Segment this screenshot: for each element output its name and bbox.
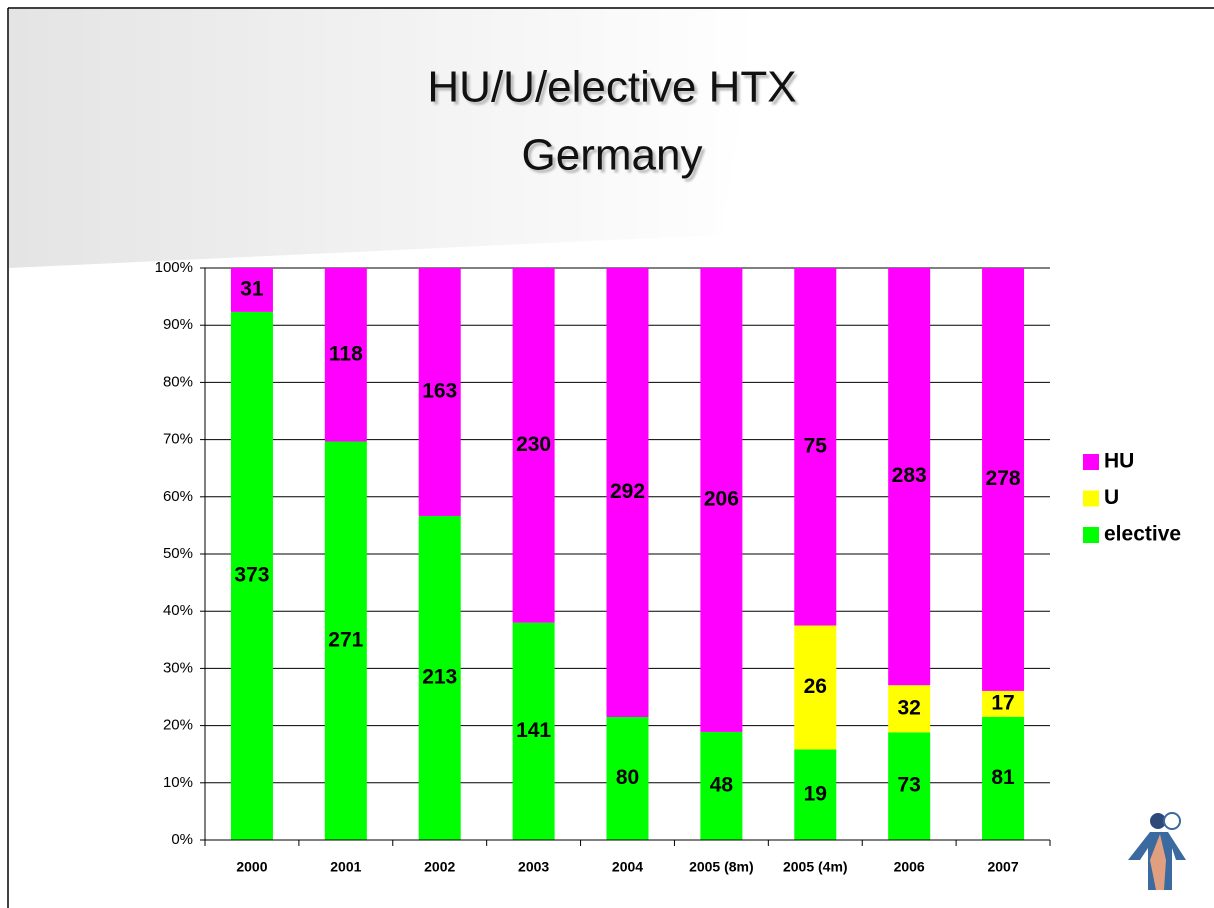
bar-segment bbox=[512, 622, 555, 840]
y-tick-label: 60% bbox=[163, 488, 193, 505]
y-tick-label: 10% bbox=[163, 774, 193, 791]
value-label: 73 bbox=[897, 774, 920, 797]
bar-segment bbox=[418, 515, 461, 840]
bar-segment bbox=[512, 268, 555, 623]
legend-swatch bbox=[1083, 527, 1099, 543]
x-tick-label: 2006 bbox=[894, 859, 925, 875]
bar-segment bbox=[324, 441, 367, 840]
bar-segment bbox=[230, 268, 273, 312]
bar-segment bbox=[794, 749, 837, 840]
bar-segment bbox=[230, 311, 273, 840]
value-label: 32 bbox=[897, 696, 920, 719]
background-shade bbox=[9, 9, 760, 268]
bar-segment bbox=[982, 716, 1025, 840]
value-label: 292 bbox=[610, 480, 645, 503]
value-label: 141 bbox=[516, 719, 551, 742]
bar-segment bbox=[888, 685, 931, 733]
value-label: 118 bbox=[329, 342, 363, 365]
bar-segment bbox=[606, 716, 649, 840]
y-tick-label: 20% bbox=[163, 717, 193, 734]
bar-segment bbox=[794, 625, 837, 750]
y-tick-label: 30% bbox=[163, 659, 193, 676]
x-tick-label: 2002 bbox=[424, 859, 455, 875]
x-tick-label: 2004 bbox=[612, 859, 643, 875]
bar-segment bbox=[606, 268, 649, 717]
value-label: 213 bbox=[422, 666, 457, 689]
bar-segment bbox=[700, 731, 743, 840]
value-label: 283 bbox=[892, 464, 927, 487]
y-tick-label: 100% bbox=[155, 259, 193, 276]
x-tick-label: 2003 bbox=[518, 859, 549, 875]
value-label: 17 bbox=[991, 691, 1014, 714]
y-tick-label: 40% bbox=[163, 602, 193, 619]
value-label: 206 bbox=[704, 487, 739, 510]
y-tick-label: 0% bbox=[171, 831, 193, 848]
value-label: 75 bbox=[804, 434, 828, 457]
x-tick-label: 2007 bbox=[987, 859, 1018, 875]
bar-segment bbox=[794, 268, 837, 626]
bar-segment bbox=[418, 268, 461, 516]
value-label: 271 bbox=[328, 628, 363, 651]
legend-label: HU bbox=[1104, 450, 1134, 473]
bar-segment bbox=[888, 268, 931, 686]
y-tick-label: 50% bbox=[163, 545, 193, 562]
value-label: 81 bbox=[991, 766, 1015, 789]
value-label: 26 bbox=[804, 675, 827, 698]
bar-segment bbox=[982, 690, 1025, 717]
chart-title: HU/U/elective HTX bbox=[427, 63, 796, 112]
x-tick-label: 2001 bbox=[330, 859, 361, 875]
bar-segment bbox=[982, 268, 1025, 691]
value-label: 278 bbox=[986, 467, 1021, 490]
bar-segment bbox=[888, 732, 931, 840]
y-tick-label: 90% bbox=[163, 316, 193, 333]
y-tick-label: 70% bbox=[163, 431, 193, 448]
value-label: 230 bbox=[516, 433, 551, 456]
value-label: 163 bbox=[422, 380, 457, 403]
legend-label: U bbox=[1104, 486, 1119, 509]
legend-swatch bbox=[1083, 490, 1099, 507]
value-label: 373 bbox=[234, 563, 269, 586]
value-label: 19 bbox=[804, 782, 827, 805]
legend-swatch bbox=[1083, 454, 1099, 470]
legend-label: elective bbox=[1104, 523, 1181, 546]
value-label: 31 bbox=[240, 277, 264, 300]
x-tick-label: 2005 (8m) bbox=[689, 859, 754, 875]
bar-segment bbox=[324, 268, 367, 442]
y-tick-label: 80% bbox=[163, 373, 193, 390]
x-tick-label: 2000 bbox=[236, 859, 267, 875]
value-label: 80 bbox=[616, 766, 639, 789]
logo bbox=[1128, 812, 1186, 890]
value-label: 48 bbox=[710, 773, 734, 796]
chart-title: Germany bbox=[522, 131, 703, 180]
x-tick-label: 2005 (4m) bbox=[783, 859, 848, 875]
bar-segment bbox=[700, 268, 743, 732]
